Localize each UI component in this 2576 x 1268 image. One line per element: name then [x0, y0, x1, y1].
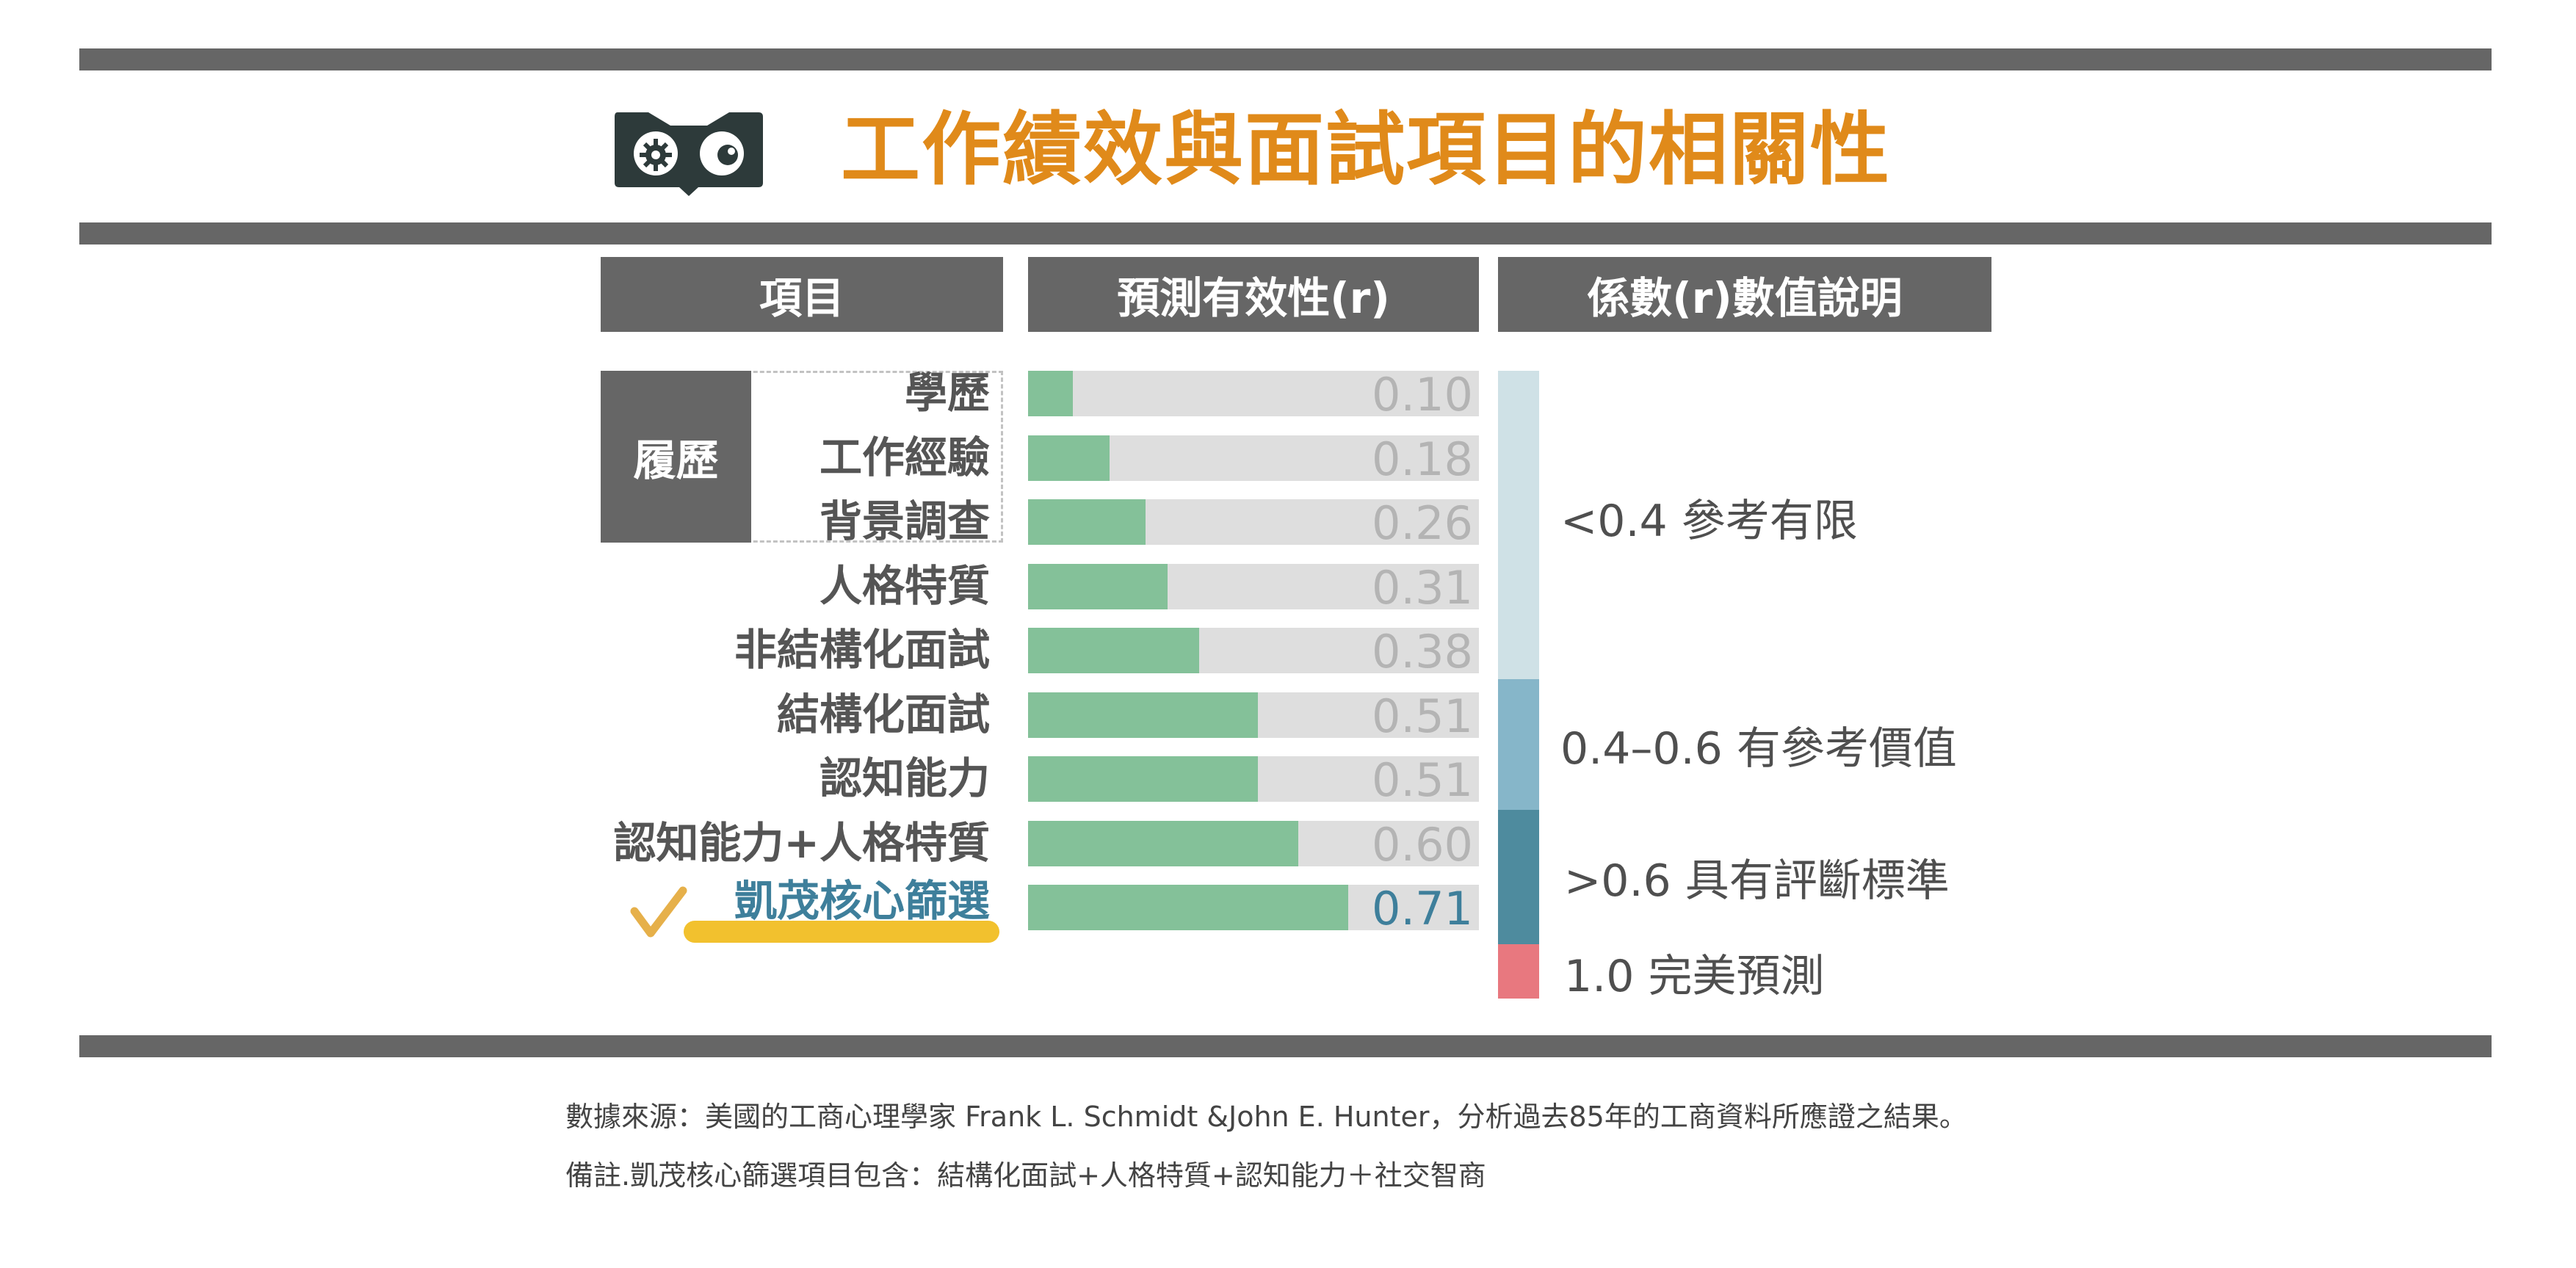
- bar-track: 0.60: [1028, 817, 1479, 872]
- value-label: 0.10: [1371, 368, 1473, 421]
- scale-segment: [1498, 679, 1539, 810]
- bar-track: 0.51: [1028, 753, 1479, 807]
- row-label-highlight: 凱茂核心篩選: [734, 876, 990, 926]
- bar: [1028, 692, 1259, 738]
- highlight-underline: [684, 921, 999, 943]
- bar: [1028, 820, 1299, 866]
- value-label: 0.71: [1371, 882, 1473, 935]
- bar-track: 0.31: [1028, 560, 1479, 615]
- row-label: 背景調查: [819, 496, 990, 546]
- row-label: 工作經驗: [819, 432, 990, 482]
- scale-label: >0.6 具有評斷標準: [1564, 855, 1950, 907]
- header-explanation: 係數(r)數值說明: [1498, 257, 1991, 332]
- value-label: 0.38: [1371, 625, 1473, 678]
- bar: [1028, 435, 1110, 481]
- bar: [1028, 563, 1168, 609]
- footnote-source: 數據來源：美國的工商心理學家 Frank L. Schmidt &John E.…: [565, 1101, 1967, 1133]
- scale-segment: [1498, 810, 1539, 944]
- row-label: 學歷: [904, 368, 990, 418]
- checkmark-icon: [630, 886, 687, 938]
- value-label: 0.18: [1371, 432, 1473, 486]
- bar-track: 0.18: [1028, 432, 1479, 486]
- page-title: 工作績效與面試項目的相關性: [841, 104, 1892, 196]
- bar: [1028, 628, 1200, 673]
- bar-track: 0.71: [1028, 882, 1479, 935]
- row-label: 認知能力: [819, 753, 990, 803]
- top-rule: [79, 48, 2492, 70]
- bar-track: 0.26: [1028, 496, 1479, 550]
- bar: [1028, 756, 1259, 802]
- row-label: 人格特質: [819, 560, 990, 611]
- bar: [1028, 885, 1348, 930]
- header-item: 項目: [601, 257, 1003, 332]
- scale-label: 1.0 完美預測: [1564, 951, 1825, 1002]
- owl-logo-icon: [615, 112, 763, 196]
- bar-track: 0.51: [1028, 689, 1479, 743]
- bottom-rule: [79, 1035, 2492, 1057]
- value-label: 0.51: [1371, 753, 1473, 807]
- scale-segment: [1498, 371, 1539, 679]
- bar: [1028, 371, 1074, 416]
- bar: [1028, 499, 1146, 545]
- scale-label: <0.4 參考有限: [1560, 496, 1858, 547]
- resume-group-label: 履歷: [601, 371, 751, 543]
- row-label: 結構化面試: [776, 689, 990, 739]
- bar-track: 0.10: [1028, 368, 1479, 421]
- value-label: 0.60: [1371, 817, 1473, 872]
- value-label: 0.51: [1371, 689, 1473, 743]
- value-label: 0.31: [1371, 560, 1473, 615]
- title-rule: [79, 222, 2492, 244]
- row-label: 非結構化面試: [734, 625, 990, 675]
- scale-segment: [1498, 944, 1539, 999]
- row-label: 認知能力+人格特質: [613, 817, 990, 868]
- value-label: 0.26: [1371, 496, 1473, 550]
- footnote-note: 備註.凱茂核心篩選項目包含：結構化面試+人格特質+認知能力＋社交智商: [565, 1159, 1486, 1192]
- header-validity: 預測有效性(r): [1028, 257, 1479, 332]
- bar-track: 0.38: [1028, 625, 1479, 678]
- scale-label: 0.4–0.6 有參考價值: [1560, 723, 1957, 775]
